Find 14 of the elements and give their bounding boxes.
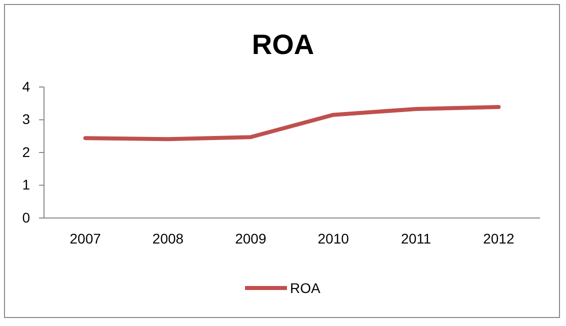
y-tick-label: 4 bbox=[22, 78, 30, 94]
x-tick-label: 2007 bbox=[70, 230, 102, 246]
legend-label: ROA bbox=[290, 280, 321, 296]
y-tick-label: 2 bbox=[22, 144, 30, 160]
line-series bbox=[83, 104, 501, 142]
y-tick-label: 1 bbox=[22, 176, 30, 193]
x-tick-label: 2011 bbox=[400, 230, 432, 246]
x-tick-label: 2012 bbox=[483, 230, 514, 246]
chart-title: ROA bbox=[252, 29, 314, 60]
y-tick-label: 0 bbox=[22, 209, 30, 226]
y-tick-label: 3 bbox=[22, 111, 30, 128]
x-tick-label: 2008 bbox=[152, 230, 184, 246]
x-tick-label: 2009 bbox=[235, 230, 266, 246]
x-tick-label: 2010 bbox=[318, 230, 350, 246]
